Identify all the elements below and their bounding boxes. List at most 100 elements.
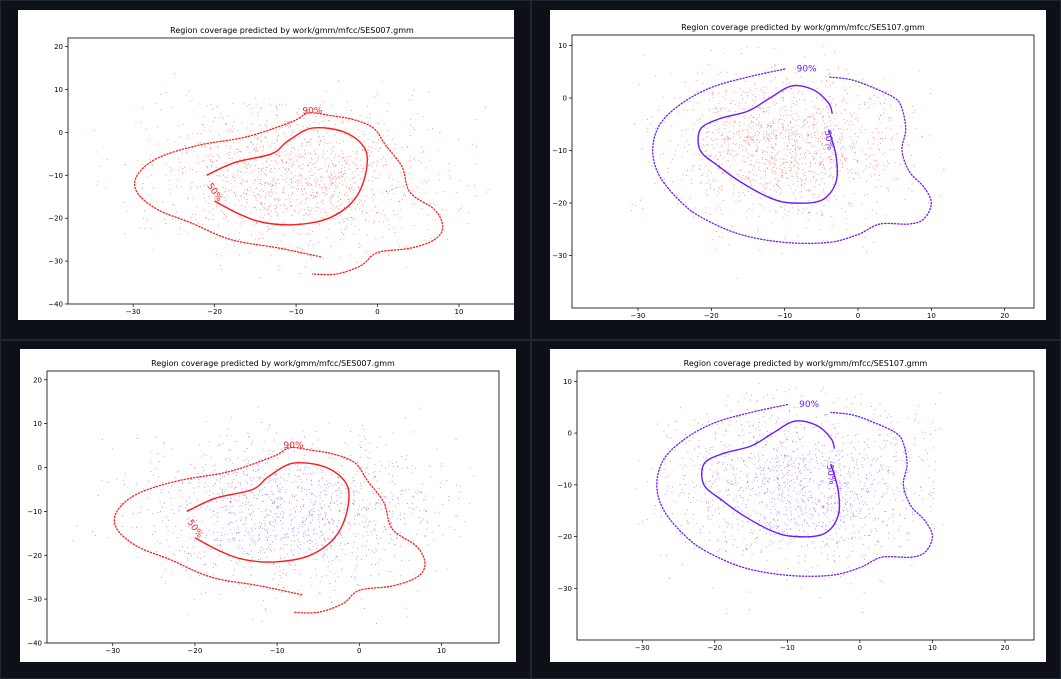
scatter-point: [815, 498, 817, 500]
scatter-point: [229, 460, 231, 462]
scatter-point: [291, 186, 293, 188]
scatter-point: [304, 488, 306, 490]
scatter-point: [266, 161, 267, 163]
scatter-point: [878, 175, 880, 177]
scatter-point: [327, 457, 329, 458]
scatter-point: [754, 463, 756, 465]
scatter-point: [697, 422, 699, 424]
scatter-point: [422, 483, 423, 485]
scatter-point: [329, 596, 331, 598]
scatter-point: [271, 192, 273, 194]
scatter-point: [317, 155, 319, 157]
scatter-point: [248, 502, 250, 503]
scatter-point: [726, 540, 728, 542]
scatter-point: [759, 458, 761, 460]
scatter-point: [833, 483, 835, 485]
scatter-point: [168, 492, 169, 493]
scatter-point: [276, 179, 278, 181]
scatter-point: [251, 234, 252, 236]
scatter-point: [250, 142, 252, 143]
scatter-point: [837, 423, 839, 425]
scatter-point: [719, 154, 721, 156]
scatter-point: [814, 105, 816, 107]
scatter-point: [235, 204, 236, 206]
scatter-point: [373, 199, 374, 201]
scatter-point: [677, 195, 678, 196]
scatter-point: [801, 183, 802, 185]
scatter-point: [262, 150, 264, 152]
x-tick-label: −20: [188, 647, 203, 655]
scatter-point: [360, 164, 362, 166]
scatter-point: [846, 398, 848, 400]
scatter-point: [682, 174, 684, 176]
scatter-point: [760, 88, 762, 90]
scatter-point: [322, 544, 323, 546]
scatter-point: [212, 161, 214, 162]
scatter-point: [293, 177, 295, 179]
scatter-point: [738, 102, 740, 104]
scatter-point: [727, 152, 729, 154]
scatter-point: [776, 528, 778, 530]
scatter-point: [771, 155, 773, 157]
scatter-point: [475, 119, 477, 120]
scatter-point: [312, 519, 314, 521]
scatter-point: [234, 245, 236, 247]
scatter-point: [456, 191, 458, 193]
scatter-point: [856, 118, 858, 119]
scatter-point: [179, 228, 180, 229]
scatter-point: [674, 97, 676, 99]
scatter-point: [281, 511, 283, 513]
scatter-point: [311, 549, 313, 551]
scatter-point: [864, 502, 866, 503]
scatter-point: [770, 512, 772, 514]
scatter-point: [832, 423, 834, 425]
scatter-point: [142, 183, 144, 184]
scatter-point: [429, 465, 431, 467]
scatter-point: [284, 204, 286, 206]
scatter-point: [288, 170, 290, 171]
scatter-point: [321, 576, 323, 578]
scatter-point: [246, 527, 247, 529]
scatter-point: [686, 110, 688, 112]
scatter-point: [290, 205, 292, 207]
scatter-point: [718, 187, 720, 188]
scatter-point: [241, 122, 243, 124]
scatter-point: [139, 511, 141, 513]
scatter-point: [821, 481, 823, 483]
scatter-point: [930, 93, 931, 94]
scatter-point: [275, 535, 277, 537]
scatter-point: [715, 209, 717, 211]
scatter-point: [794, 155, 796, 157]
scatter-point: [368, 473, 370, 475]
scatter-point: [847, 73, 849, 75]
scatter-point: [328, 166, 329, 168]
scatter-point: [313, 173, 315, 175]
scatter-point: [328, 184, 330, 186]
scatter-point: [222, 443, 224, 445]
scatter-point: [795, 113, 797, 115]
scatter-point: [846, 406, 848, 408]
scatter-point: [220, 478, 221, 480]
scatter-point: [238, 215, 240, 217]
scatter-point: [253, 469, 254, 471]
scatter-point: [247, 163, 249, 165]
scatter-point: [243, 193, 245, 195]
scatter-point: [203, 184, 205, 186]
scatter-point: [885, 215, 887, 217]
scatter-point: [733, 159, 735, 161]
scatter-point: [802, 495, 804, 496]
scatter-point: [364, 525, 366, 527]
y-tick-label: 20: [33, 376, 42, 384]
scatter-point: [804, 174, 805, 176]
scatter-point: [308, 548, 310, 550]
scatter-point: [177, 470, 179, 472]
scatter-point: [723, 141, 725, 143]
scatter-point: [223, 174, 225, 176]
scatter-point: [276, 478, 278, 480]
scatter-point: [874, 174, 876, 175]
scatter-point: [803, 427, 805, 429]
scatter-point: [841, 138, 843, 139]
scatter-point: [251, 484, 253, 486]
scatter-point: [307, 152, 309, 154]
scatter-point: [854, 396, 856, 398]
